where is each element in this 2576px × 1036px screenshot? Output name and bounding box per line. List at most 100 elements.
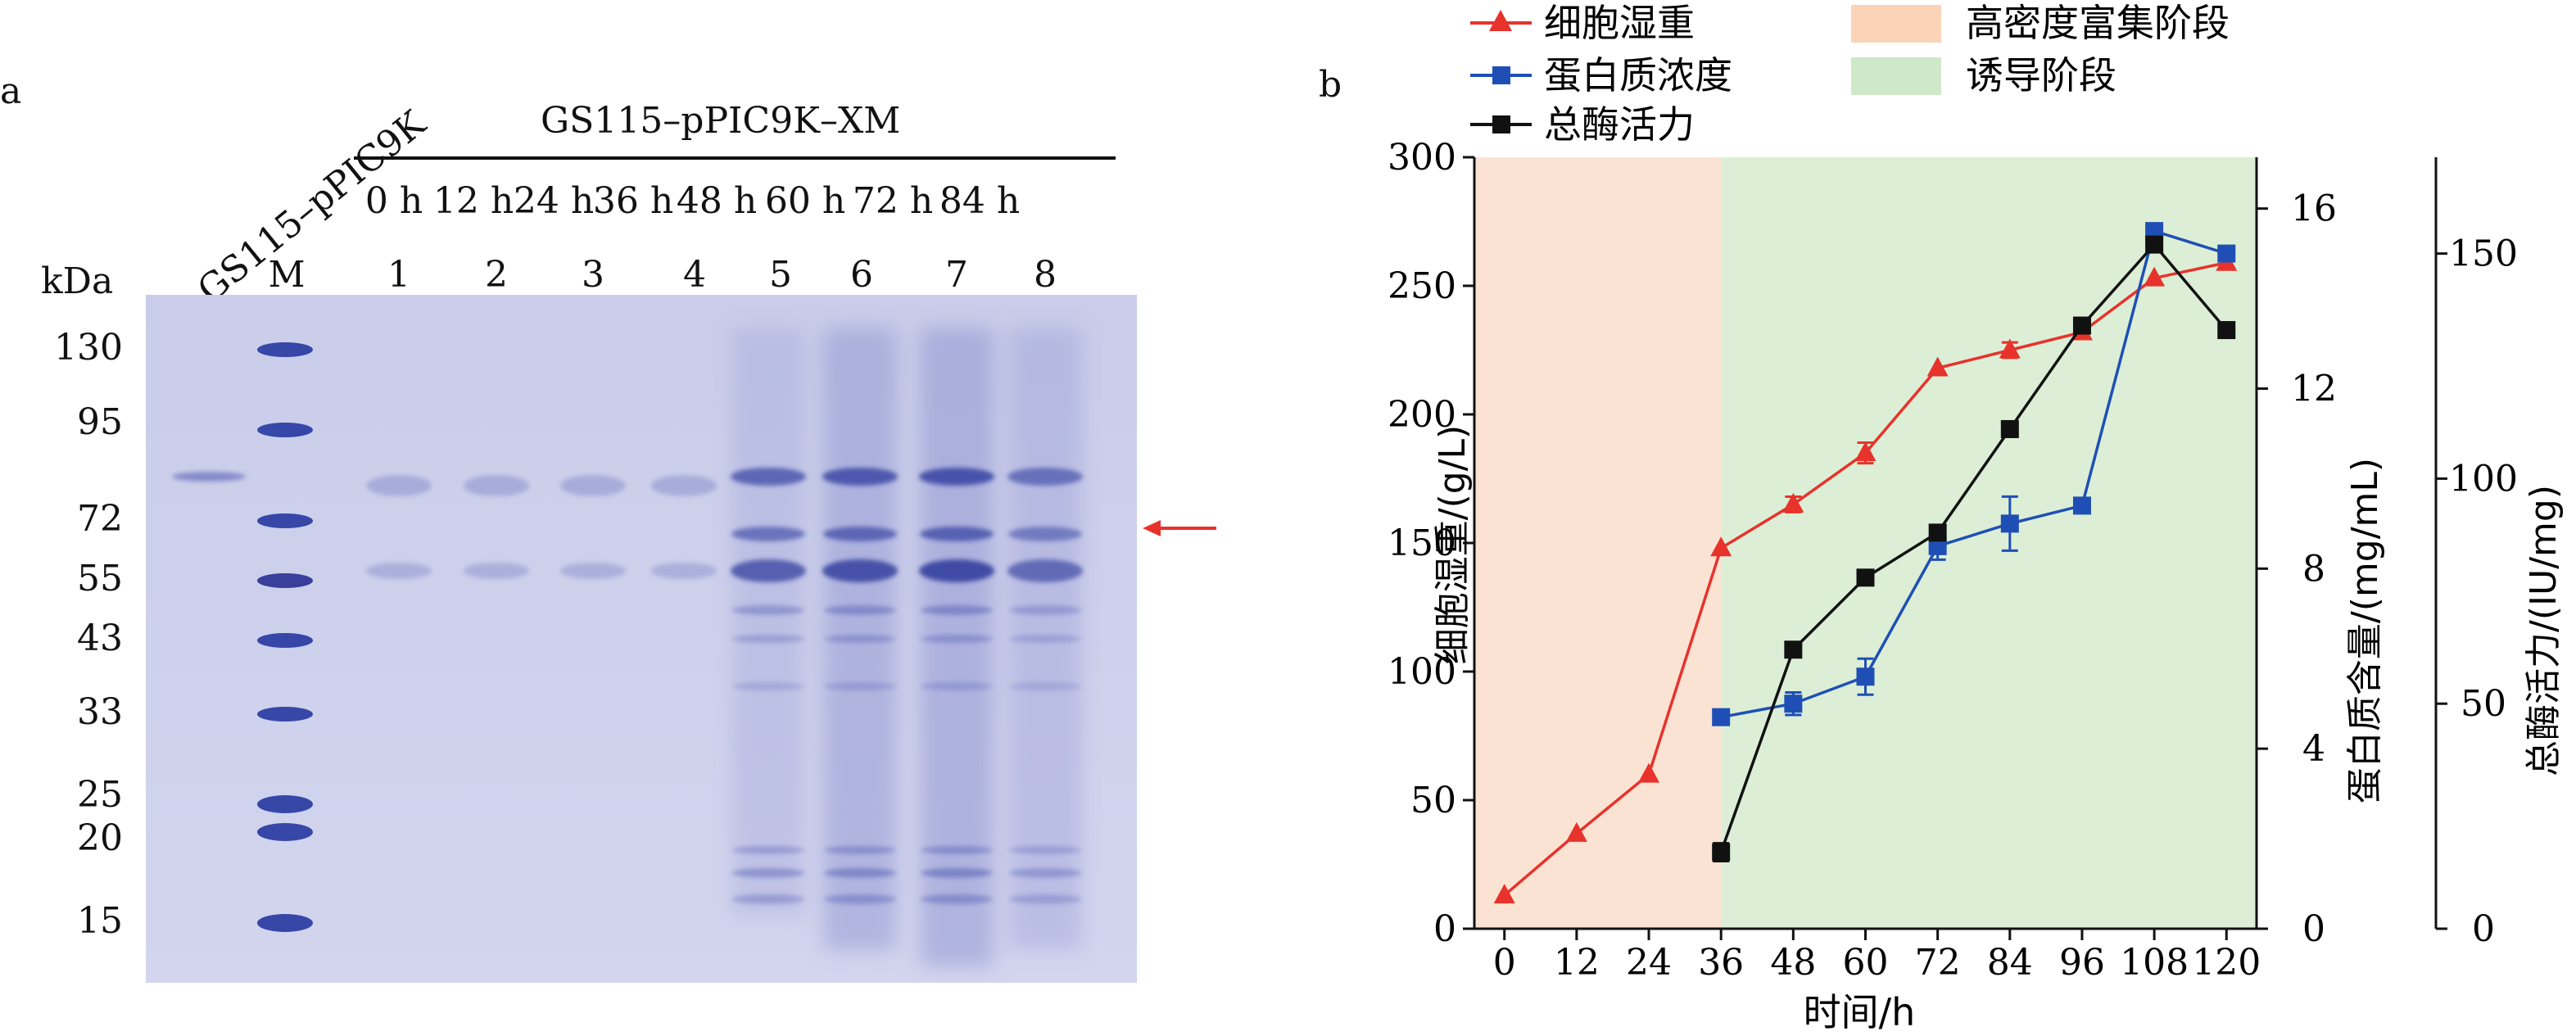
sample-group-label: GS115–pPIC9K–XM [541, 100, 901, 142]
series-triangle-left [1493, 251, 2238, 904]
marker-ladder-band [257, 342, 313, 357]
data-point [2072, 496, 2091, 515]
protein-band [1009, 846, 1081, 854]
lane-label: 8 [1034, 254, 1057, 296]
protein-band [921, 846, 993, 854]
legend-entry-protein-concentration: 蛋白质浓度 [1470, 53, 1732, 97]
protein-band [824, 846, 896, 854]
kda-marker-label: 55 [77, 558, 123, 599]
protein-band [824, 868, 896, 878]
lane-label: 2 [485, 254, 508, 296]
time-label: 72 h [852, 180, 934, 222]
protein-band [824, 605, 896, 615]
data-point [1784, 640, 1803, 659]
protein-band [1007, 468, 1083, 486]
kda-marker-label: 33 [77, 691, 123, 733]
legend-entry-total-enzyme-activity: 总酶活力 [1470, 102, 1695, 147]
protein-band [921, 894, 993, 904]
protein-band [651, 563, 717, 579]
protein-band [921, 605, 993, 615]
protein-band [731, 559, 806, 582]
protein-band [1008, 527, 1082, 541]
legend-entry-high-density-phase: 高密度富集阶段 [1851, 1, 2230, 45]
data-point [2000, 419, 2019, 438]
x-tick-label: 120 [2192, 942, 2261, 984]
legend-label-cell-wet-weight: 细胞湿重 [1544, 1, 1695, 45]
lane-label: 4 [683, 254, 706, 296]
protein-band [824, 682, 896, 690]
protein-band [822, 559, 898, 582]
data-point [1926, 356, 1949, 377]
x-tick-label: 0 [1493, 942, 1516, 984]
protein-band [732, 894, 804, 904]
marker-ladder-band [257, 914, 313, 932]
protein-band [824, 894, 896, 904]
lane-label: M [268, 254, 306, 296]
legend-label-high-density-phase: 高密度富集阶段 [1966, 1, 2230, 45]
protein-band [1009, 894, 1081, 904]
protein-band [1009, 605, 1081, 615]
y-right-tick-label: 150 [2449, 233, 2518, 275]
lane-label: 3 [582, 254, 604, 296]
protein-band [1007, 559, 1083, 582]
lane-label: 7 [945, 254, 968, 296]
x-tick-label: 24 [1626, 942, 1672, 984]
time-label: 84 h [939, 180, 1021, 222]
x-tick-label: 96 [2059, 942, 2105, 984]
phase-region [1474, 157, 1722, 929]
protein-band [1009, 635, 1081, 643]
protein-band [651, 475, 717, 496]
protein-band [921, 868, 993, 878]
time-label: 60 h [764, 180, 846, 222]
protein-band [921, 682, 993, 690]
y-left-tick-label: 50 [1410, 780, 1456, 821]
series-line [1720, 228, 2227, 719]
data-point [1928, 523, 1947, 542]
protein-band [560, 475, 626, 496]
series-line [1719, 242, 2228, 853]
time-label: 12 h [432, 180, 514, 222]
time-label: 24 h [513, 180, 595, 222]
data-point [1565, 821, 1587, 842]
data-point [2217, 244, 2236, 263]
protein-band [823, 527, 897, 541]
y-right-tick-label: 0 [2472, 908, 2495, 950]
marker-ladder-band [257, 513, 313, 528]
protein-band [732, 605, 804, 615]
y-left-tick-label: 100 [1388, 651, 1456, 693]
time-label: 36 h [592, 180, 674, 222]
y-axis-left-title: 细胞湿重/(g/L) [1432, 425, 1474, 664]
panel-b-letter: b [1319, 64, 1342, 106]
protein-band [921, 635, 993, 643]
y-left-tick-label: 250 [1388, 265, 1456, 307]
marker-ladder-band [257, 795, 313, 813]
y-mid-tick-label: 12 [2291, 368, 2337, 409]
kda-axis-title: kDa [41, 260, 114, 302]
legend-label-induction-phase: 诱导阶段 [1966, 53, 2116, 97]
y-left-tick-label: 200 [1388, 394, 1456, 436]
protein-band [824, 635, 896, 643]
y-left-tick-label: 300 [1388, 137, 1456, 179]
protein-band [731, 527, 805, 541]
marker-ladder-band [257, 823, 313, 841]
y-right-tick-label: 50 [2461, 683, 2506, 725]
phase-region [1721, 157, 2257, 929]
data-point [2072, 316, 2091, 335]
lane-label: 5 [769, 254, 792, 296]
protein-band [732, 682, 804, 690]
protein-band [366, 563, 432, 579]
time-label: 48 h [676, 180, 758, 222]
x-tick-label: 60 [1843, 942, 1889, 984]
data-point [1710, 536, 1732, 557]
y-right-tick-label: 100 [2449, 458, 2518, 500]
marker-ladder-band [257, 573, 313, 588]
y-mid-tick-label: 8 [2302, 548, 2325, 590]
y-left-tick-label: 0 [1433, 908, 1456, 950]
protein-band [822, 468, 898, 486]
lane-label: 6 [850, 254, 873, 296]
legend: 细胞湿重 蛋白质浓度 总酶活力 高密度富集阶段 诱导阶段 [1470, 1, 2230, 147]
data-point [2144, 266, 2166, 287]
panel-a-letter: a [0, 70, 22, 112]
legend-entry-cell-wet-weight: 细胞湿重 [1470, 1, 1695, 45]
protein-band [366, 475, 432, 496]
